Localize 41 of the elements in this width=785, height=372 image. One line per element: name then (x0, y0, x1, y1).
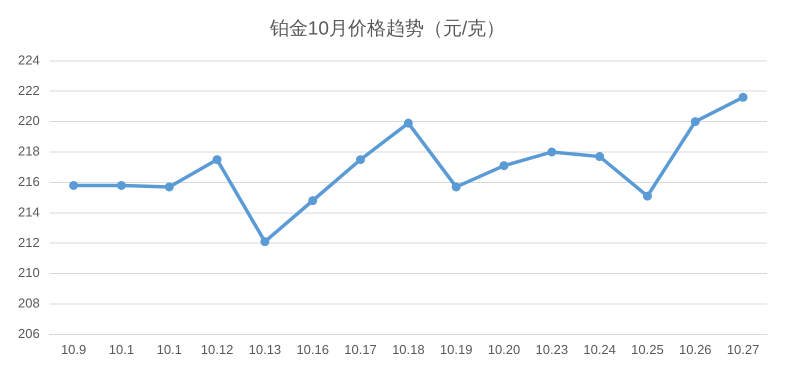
point (356, 155, 366, 164)
x-tick-label: 10.1 (108, 342, 134, 357)
point (690, 117, 700, 126)
point (547, 148, 556, 156)
y-tick-label: 206 (18, 326, 40, 341)
x-tick-label: 10.1 (156, 342, 182, 357)
x-tick-label: 10.13 (248, 342, 282, 357)
point (595, 152, 604, 162)
point (499, 161, 508, 170)
x-tick-label: 10.27 (726, 342, 760, 357)
point (404, 118, 413, 128)
y-tick-label: 216 (18, 174, 40, 189)
y-tick-label: 218 (18, 144, 40, 159)
x-tick-label: 10.25 (631, 342, 664, 357)
y-tick-label: 210 (18, 265, 40, 280)
x-tick-label: 10.23 (536, 342, 568, 357)
chart-title: 铂金10月价格趋势（元/克） (268, 18, 506, 40)
x-tick-label: 10.17 (344, 342, 377, 357)
x-tick-label: 10.20 (488, 342, 520, 357)
point (452, 182, 461, 192)
x-tick-label: 10.24 (583, 342, 616, 357)
x-tick-label: 10.18 (392, 342, 425, 357)
y-tick-label: 220 (18, 113, 40, 128)
y-tick-label: 212 (18, 234, 40, 250)
point (212, 155, 222, 164)
y-tick-label: 224 (18, 52, 40, 68)
x-tick-label: 10.9 (60, 342, 86, 357)
point (116, 180, 126, 190)
x-tick-label: 10.19 (440, 342, 472, 357)
x-tick-label: 10.16 (296, 342, 329, 357)
point (738, 92, 748, 102)
point (164, 182, 174, 192)
point (260, 237, 270, 246)
y-tick-label: 208 (18, 296, 40, 311)
point (69, 180, 78, 190)
point (308, 196, 318, 206)
y-tick-label: 222 (18, 82, 40, 98)
x-tick-label: 10.12 (200, 342, 234, 357)
x-tick-label: 10.26 (678, 342, 712, 357)
point (642, 192, 652, 201)
y-tick-label: 214 (18, 204, 40, 220)
